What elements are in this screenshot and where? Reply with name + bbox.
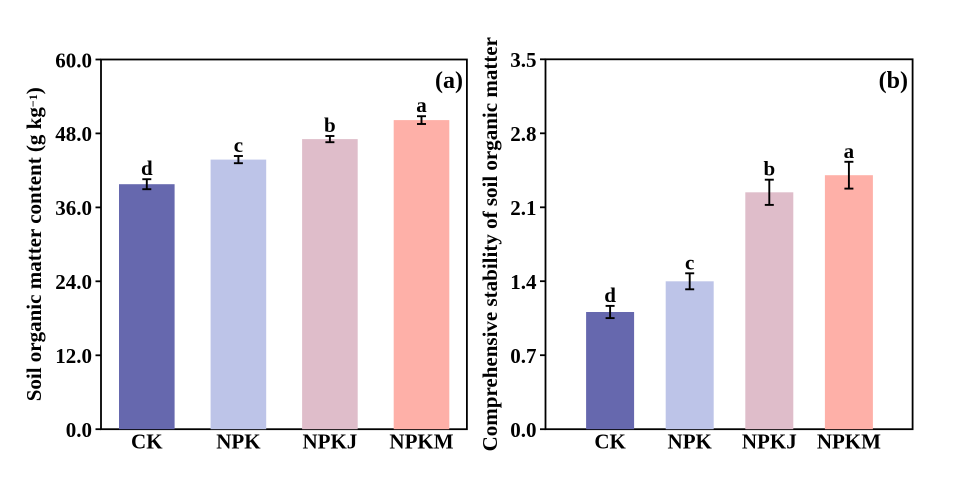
svg-text:NPKM: NPKM [389, 430, 453, 454]
svg-text:c: c [234, 133, 243, 157]
svg-text:(b): (b) [879, 68, 908, 94]
svg-text:b: b [324, 113, 336, 137]
svg-text:NPKM: NPKM [817, 430, 881, 454]
svg-text:a: a [844, 139, 855, 163]
svg-text:CK: CK [594, 430, 626, 454]
svg-text:12.0: 12.0 [55, 344, 92, 368]
svg-text:3.5: 3.5 [510, 48, 536, 72]
svg-text:NPK: NPK [216, 430, 261, 454]
svg-text:0.0: 0.0 [66, 418, 92, 442]
svg-text:24.0: 24.0 [55, 270, 92, 294]
svg-text:a: a [416, 93, 427, 117]
svg-text:d: d [604, 283, 616, 307]
svg-text:c: c [685, 250, 694, 274]
svg-text:0.0: 0.0 [510, 418, 536, 442]
svg-text:d: d [141, 156, 153, 180]
svg-text:NPKJ: NPKJ [302, 430, 357, 454]
svg-text:CK: CK [131, 430, 163, 454]
svg-text:60.0: 60.0 [55, 48, 92, 72]
svg-text:48.0: 48.0 [55, 122, 92, 146]
svg-text:36.0: 36.0 [55, 196, 92, 220]
svg-text:NPK: NPK [668, 430, 713, 454]
svg-text:0.7: 0.7 [510, 344, 536, 368]
svg-text:NPKJ: NPKJ [742, 430, 797, 454]
svg-text:Comprehensive stability of soi: Comprehensive stability of soil organic … [478, 37, 502, 451]
svg-text:1.4: 1.4 [510, 270, 537, 294]
svg-text:b: b [763, 157, 775, 181]
svg-text:2.1: 2.1 [510, 196, 536, 220]
svg-text:(a): (a) [435, 68, 463, 94]
svg-text:Soil organic matter content (g: Soil organic matter content (g kg−1) [22, 87, 46, 401]
svg-text:2.8: 2.8 [510, 122, 536, 146]
